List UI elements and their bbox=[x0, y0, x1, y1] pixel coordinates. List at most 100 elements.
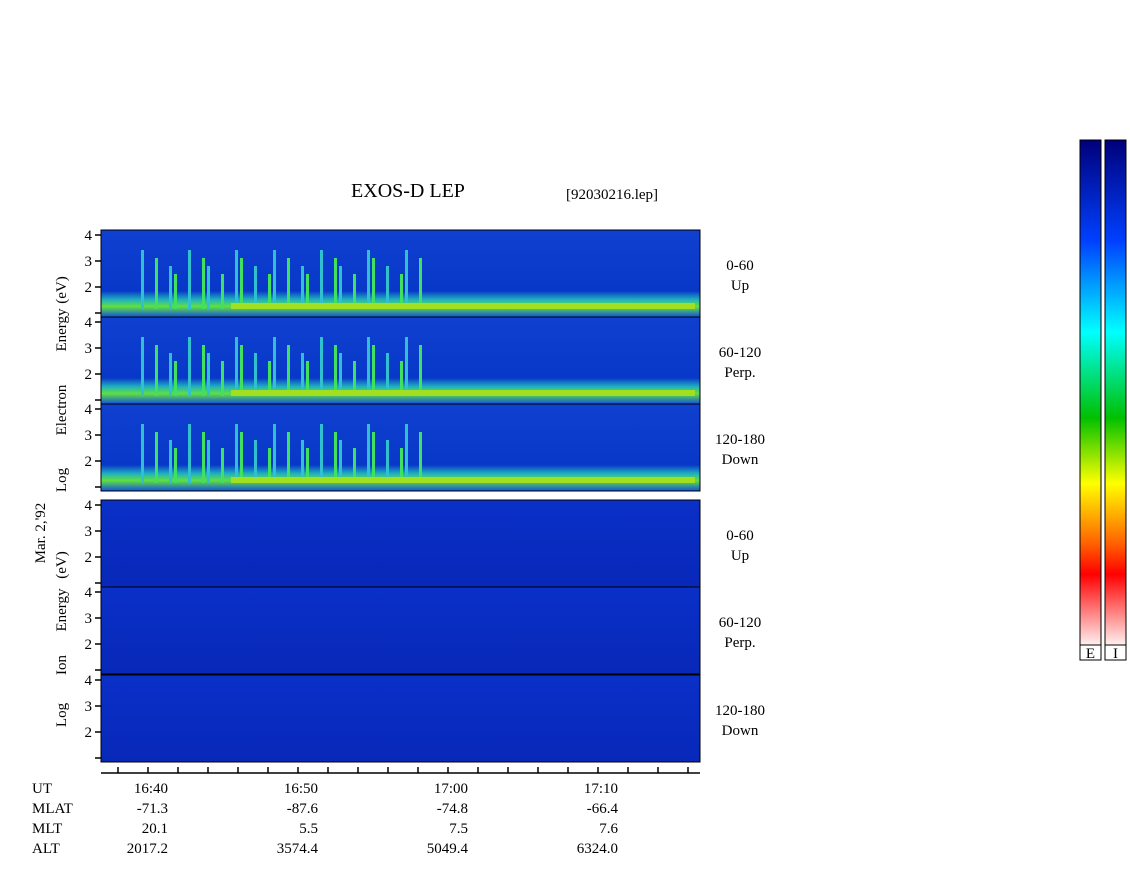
burst bbox=[240, 258, 243, 309]
burst bbox=[169, 440, 172, 483]
burst bbox=[235, 424, 238, 483]
x-value: 5.5 bbox=[299, 821, 318, 837]
spectrogram bbox=[100, 403, 701, 492]
burst bbox=[405, 250, 408, 309]
channel-dir: Down bbox=[722, 723, 759, 739]
burst bbox=[273, 424, 276, 483]
x-value: 7.6 bbox=[599, 821, 618, 837]
burst bbox=[202, 432, 205, 483]
y-axis-label: Energy bbox=[54, 308, 70, 352]
row-label: MLAT bbox=[32, 801, 73, 817]
row-label: MLT bbox=[32, 821, 62, 837]
y-axis-label: Energy bbox=[54, 588, 70, 632]
burst bbox=[254, 440, 257, 483]
x-value: 17:10 bbox=[584, 781, 618, 797]
x-value: 17:00 bbox=[434, 781, 468, 797]
y-axis-label: Electron bbox=[54, 384, 70, 435]
burst bbox=[386, 266, 389, 309]
burst bbox=[240, 345, 243, 396]
file-name: [92030216.lep] bbox=[566, 187, 658, 203]
x-value: 3574.4 bbox=[277, 841, 319, 857]
burst bbox=[405, 424, 408, 483]
spectrogram bbox=[100, 586, 701, 675]
burst bbox=[174, 448, 177, 483]
burst bbox=[386, 440, 389, 483]
channel-dir: Perp. bbox=[724, 365, 755, 381]
y-axis-label: Log bbox=[54, 702, 70, 727]
channel-range: 60-120 bbox=[719, 615, 762, 631]
burst bbox=[155, 432, 158, 483]
x-value: 20.1 bbox=[142, 821, 168, 837]
burst bbox=[306, 448, 309, 483]
burst bbox=[174, 274, 177, 309]
date: Mar. 2,'92 bbox=[33, 503, 49, 564]
y-tick-label: 2 bbox=[85, 367, 93, 383]
y-axis-label: (eV) bbox=[54, 551, 70, 578]
burst bbox=[339, 266, 342, 309]
y-tick-label: 2 bbox=[85, 454, 93, 470]
burst bbox=[235, 337, 238, 396]
burst bbox=[339, 440, 342, 483]
band bbox=[231, 390, 695, 396]
burst bbox=[367, 337, 370, 396]
burst bbox=[221, 274, 224, 309]
x-value: 2017.2 bbox=[127, 841, 168, 857]
y-tick-label: 2 bbox=[85, 637, 93, 653]
channel-dir: Down bbox=[722, 452, 759, 468]
y-tick-label: 3 bbox=[85, 611, 93, 627]
x-value: -87.6 bbox=[287, 801, 319, 817]
y-tick-label: 3 bbox=[85, 524, 93, 540]
burst bbox=[320, 250, 323, 309]
burst bbox=[306, 274, 309, 309]
burst bbox=[273, 250, 276, 309]
x-value: 16:40 bbox=[134, 781, 168, 797]
burst bbox=[273, 337, 276, 396]
burst bbox=[169, 266, 172, 309]
channel-range: 0-60 bbox=[726, 528, 754, 544]
x-value: 5049.4 bbox=[427, 841, 469, 857]
row-label: ALT bbox=[32, 841, 60, 857]
y-tick-label: 2 bbox=[85, 550, 93, 566]
burst bbox=[405, 337, 408, 396]
colorbar-label: I bbox=[1113, 646, 1118, 662]
y-tick-label: 4 bbox=[85, 498, 93, 514]
band bbox=[231, 303, 695, 309]
burst bbox=[207, 440, 210, 483]
title: EXOS-D LEP bbox=[351, 180, 465, 202]
burst bbox=[400, 448, 403, 483]
channel-range: 0-60 bbox=[726, 258, 754, 274]
burst bbox=[254, 353, 257, 396]
y-tick-label: 2 bbox=[85, 280, 93, 296]
burst bbox=[141, 337, 144, 396]
burst bbox=[169, 353, 172, 396]
burst bbox=[400, 274, 403, 309]
burst bbox=[268, 448, 271, 483]
x-value: 7.5 bbox=[449, 821, 468, 837]
x-value: -66.4 bbox=[587, 801, 619, 817]
burst bbox=[419, 345, 422, 396]
burst bbox=[268, 274, 271, 309]
burst bbox=[240, 432, 243, 483]
burst bbox=[287, 345, 290, 396]
burst bbox=[419, 432, 422, 483]
burst bbox=[372, 432, 375, 483]
channel-range: 60-120 bbox=[719, 345, 762, 361]
burst bbox=[188, 337, 191, 396]
spectrogram bbox=[100, 674, 701, 763]
x-value: -74.8 bbox=[437, 801, 468, 817]
burst bbox=[372, 345, 375, 396]
burst bbox=[400, 361, 403, 396]
burst bbox=[221, 361, 224, 396]
colorbar bbox=[1104, 139, 1127, 646]
burst bbox=[301, 440, 304, 483]
burst bbox=[287, 258, 290, 309]
colorbar-label: E bbox=[1086, 646, 1095, 662]
y-tick-label: 4 bbox=[85, 585, 93, 601]
burst bbox=[221, 448, 224, 483]
y-tick-label: 4 bbox=[85, 228, 93, 244]
y-tick-label: 4 bbox=[85, 673, 93, 689]
burst bbox=[207, 266, 210, 309]
colorbar bbox=[1079, 139, 1102, 646]
burst bbox=[353, 361, 356, 396]
